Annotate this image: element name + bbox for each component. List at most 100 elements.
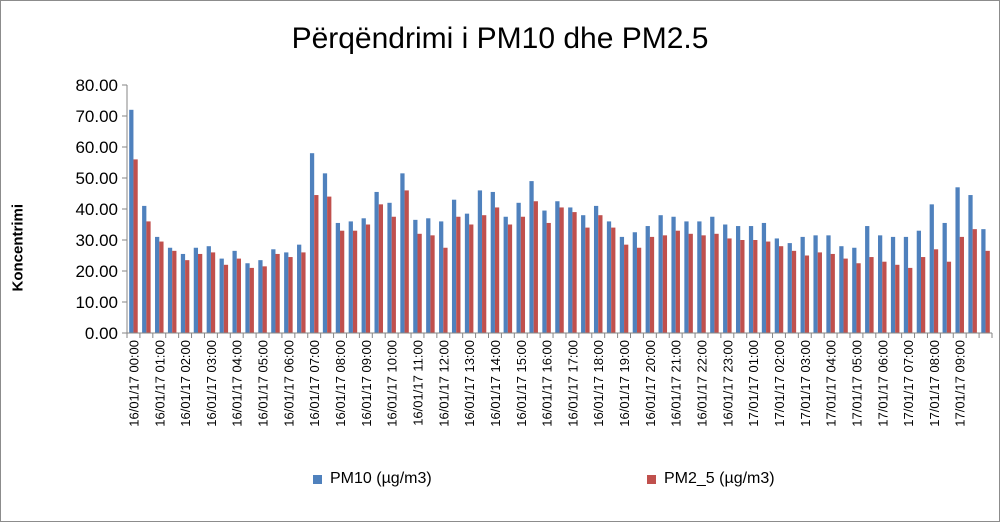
bar-pm10 [284, 252, 289, 333]
x-tick-label: 16/01/17 11:00 [410, 340, 425, 426]
x-tick-label: 16/01/17 02:00 [178, 340, 193, 427]
bar-pm25 [159, 241, 164, 333]
bar-pm10 [826, 235, 831, 333]
bar-pm25 [804, 255, 810, 333]
x-tick-label: 16/01/17 05:00 [256, 340, 271, 427]
bar-pm25 [649, 236, 655, 333]
bar-pm10 [878, 235, 883, 333]
y-tick-label: 30.00 [75, 231, 118, 250]
x-tick-label: 16/01/17 01:00 [152, 340, 167, 427]
bar-pm25 [662, 235, 668, 333]
x-tick-label: 17/01/17 08:00 [927, 340, 942, 427]
bar-pm10 [555, 201, 560, 333]
x-tick-label: 17/01/17 05:00 [849, 340, 864, 427]
x-tick-label: 16/01/17 10:00 [385, 340, 400, 427]
bar-pm25 [675, 230, 680, 333]
bar-pm10 [142, 205, 147, 333]
bar-pm25 [314, 195, 319, 333]
bar-pm10 [606, 221, 612, 333]
bar-pm25 [933, 249, 939, 333]
bar-pm10 [374, 191, 379, 333]
bar-pm25 [830, 253, 835, 333]
bar-pm25 [585, 227, 590, 333]
bar-pm25 [546, 222, 551, 333]
bar-pm25 [185, 260, 190, 333]
bar-pm10 [451, 199, 457, 333]
bar-pm25 [340, 230, 345, 333]
x-tick-label: 16/01/17 16:00 [540, 340, 555, 427]
x-tick-label: 16/01/17 21:00 [669, 340, 684, 427]
bar-pm10 [206, 246, 211, 333]
bar-pm25 [701, 235, 706, 333]
bar-pm25 [249, 267, 254, 333]
bar-pm10 [271, 249, 276, 333]
bar-pm10 [258, 260, 263, 333]
bar-pm25 [791, 250, 797, 333]
bar-pm10 [426, 218, 431, 333]
x-tick-label: 17/01/17 06:00 [875, 340, 890, 427]
bar-pm25 [882, 261, 887, 333]
bar-pm25 [210, 252, 216, 333]
y-tick-label: 70.00 [75, 107, 118, 126]
bar-pm10 [839, 246, 844, 333]
bar-pm10 [697, 221, 702, 333]
bar-pm25 [778, 246, 784, 333]
x-tick-label: 17/01/17 03:00 [798, 340, 813, 427]
x-tick-label: 16/01/17 17:00 [565, 340, 580, 427]
bar-pm25 [817, 252, 822, 333]
bar-pm25 [533, 201, 538, 333]
x-tick-label: 16/01/17 13:00 [462, 340, 477, 427]
bar-pm25 [636, 247, 642, 333]
x-tick-label: 16/01/17 04:00 [230, 340, 245, 427]
bar-pm10 [322, 173, 328, 333]
x-tick-label: 16/01/17 14:00 [488, 340, 503, 427]
bar-pm10 [413, 219, 418, 333]
bar-pm25 [327, 196, 332, 333]
legend: PM10 (µg/m3) PM2_5 (µg/m3) [0, 470, 1000, 494]
bar-pm25 [611, 227, 616, 333]
bar-pm10 [542, 210, 547, 333]
bar-pm10 [787, 243, 792, 333]
bar-pm10 [865, 226, 870, 333]
bar-pm25 [753, 240, 758, 333]
bar-pm25 [443, 247, 448, 333]
bar-pm25 [624, 244, 629, 333]
bar-pm10 [245, 263, 250, 333]
x-tick-label: 16/01/17 15:00 [514, 340, 529, 427]
bar-pm10 [193, 247, 199, 333]
legend-swatch-pm10 [313, 474, 322, 484]
bar-pm25 [223, 264, 229, 333]
bar-pm10 [955, 187, 960, 333]
bar-pm10 [723, 224, 728, 333]
x-tick-label: 16/01/17 08:00 [333, 340, 348, 427]
bar-pm10 [684, 221, 689, 333]
bar-pm25 [352, 230, 358, 333]
bar-pm10 [232, 250, 237, 333]
bar-pm10 [361, 218, 366, 333]
bar-pm10 [645, 226, 650, 333]
bar-pm25 [688, 233, 693, 333]
y-tick-label: 10.00 [75, 293, 118, 312]
bar-pm10 [903, 236, 909, 333]
bar-pm25 [404, 190, 409, 333]
legend-label-pm25: PM2_5 (µg/m3) [664, 470, 775, 487]
bar-pm25 [288, 257, 293, 333]
bar-pm25 [920, 257, 926, 333]
bar-pm10 [568, 207, 573, 333]
bar-pm25 [301, 252, 306, 333]
legend-label-pm10: PM10 (µg/m3) [330, 470, 432, 487]
y-tick-label: 60.00 [75, 138, 118, 157]
bar-pm25 [262, 266, 267, 333]
x-tick-label: 17/01/17 02:00 [772, 340, 787, 427]
x-tick-label: 17/01/17 04:00 [824, 340, 839, 427]
x-tick-label: 17/01/17 07:00 [901, 340, 916, 427]
bar-pm25 [146, 221, 151, 333]
bar-pm10 [632, 232, 637, 333]
legend-item-pm25: PM2_5 (µg/m3) [647, 470, 775, 488]
bar-pm25 [469, 224, 474, 333]
y-tick-label: 80.00 [75, 76, 118, 95]
bar-pm10 [309, 153, 315, 333]
bar-pm10 [929, 204, 934, 333]
bar-pm25 [275, 253, 280, 333]
legend-swatch-pm25 [647, 474, 656, 484]
